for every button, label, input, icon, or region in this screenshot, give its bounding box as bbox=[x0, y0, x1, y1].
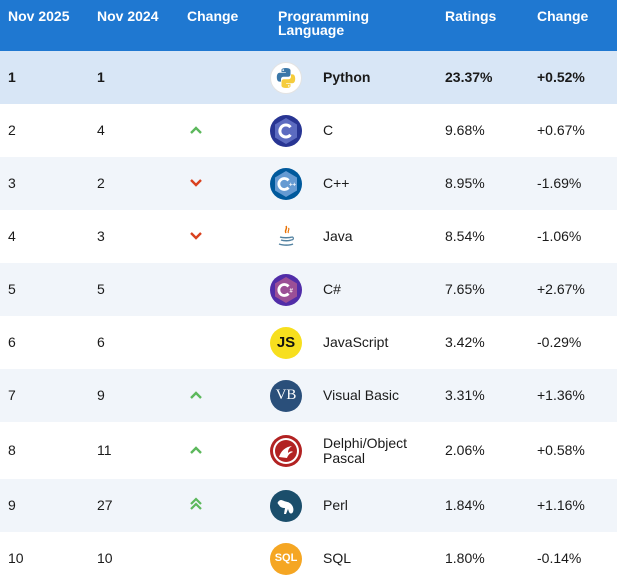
change-value: +0.52% bbox=[537, 69, 585, 85]
rank-2025: 6 bbox=[8, 334, 16, 350]
change-value: -1.69% bbox=[537, 175, 582, 191]
change-value: -0.29% bbox=[537, 334, 582, 350]
rank-2024: 5 bbox=[97, 281, 105, 297]
trend-cell bbox=[179, 51, 270, 104]
c-logo-icon bbox=[270, 114, 302, 147]
arrow-up-icon bbox=[189, 125, 203, 135]
table-row: 8 11 Delphi/Object Pascal 2.06% +0.58% bbox=[0, 422, 617, 479]
java-logo-icon bbox=[270, 220, 302, 253]
rank-2024: 2 bbox=[97, 175, 105, 191]
change-value: -0.14% bbox=[537, 550, 582, 566]
header-change[interactable]: Change bbox=[187, 8, 239, 24]
trend-cell bbox=[179, 532, 270, 585]
rank-2025: 9 bbox=[8, 497, 16, 513]
sql-logo-text: SQL bbox=[274, 552, 298, 564]
rank-2025: 5 bbox=[8, 281, 16, 297]
arrow-down-icon bbox=[189, 231, 203, 241]
table-row: 3 2 ++ C++ 8.95% -1.69% bbox=[0, 157, 617, 210]
header-nov-2024[interactable]: Nov 2024 bbox=[97, 8, 159, 24]
rank-2024: 6 bbox=[97, 334, 105, 350]
language-name[interactable]: C bbox=[323, 122, 334, 138]
header-change-percent[interactable]: Change bbox=[537, 8, 589, 24]
visual-basic-logo-icon: VB bbox=[270, 379, 302, 412]
rank-2024: 27 bbox=[97, 497, 113, 513]
change-value: +2.67% bbox=[537, 281, 585, 297]
change-value: -1.06% bbox=[537, 228, 582, 244]
header-ratings[interactable]: Ratings bbox=[445, 8, 497, 24]
rank-2025: 3 bbox=[8, 175, 16, 191]
javascript-logo-icon: JS bbox=[270, 326, 302, 359]
cpp-logo-icon: ++ bbox=[270, 167, 302, 200]
svg-text:++: ++ bbox=[289, 182, 297, 188]
rating-value: 7.65% bbox=[445, 281, 485, 297]
svg-text:#: # bbox=[290, 288, 294, 294]
rating-value: 8.95% bbox=[445, 175, 485, 191]
table-row: 2 4 C 9.68% +0.67% bbox=[0, 104, 617, 157]
trend-cell bbox=[179, 210, 270, 263]
csharp-logo-icon: # bbox=[270, 273, 302, 306]
table-row: 7 9 VB Visual Basic 3.31% +1.36% bbox=[0, 369, 617, 422]
rank-2025: 8 bbox=[8, 442, 16, 458]
rank-2025: 1 bbox=[8, 69, 16, 85]
table-row: 1 1 Python 23.37% +0.52% bbox=[0, 51, 617, 104]
rating-value: 23.37% bbox=[445, 69, 493, 85]
sql-logo-icon: SQL bbox=[270, 542, 302, 575]
rating-value: 8.54% bbox=[445, 228, 485, 244]
perl-logo-icon bbox=[270, 489, 302, 522]
visual-basic-logo-text: VB bbox=[275, 387, 297, 403]
language-name[interactable]: Perl bbox=[323, 497, 348, 513]
table-row: 6 6 JS JavaScript 3.42% -0.29% bbox=[0, 316, 617, 369]
trend-cell bbox=[179, 422, 270, 479]
rank-2024: 10 bbox=[97, 550, 113, 566]
arrow-up-icon bbox=[189, 390, 203, 400]
trend-cell bbox=[179, 157, 270, 210]
rating-value: 2.06% bbox=[445, 442, 485, 458]
rating-value: 1.80% bbox=[445, 550, 485, 566]
arrow-up-icon bbox=[189, 445, 203, 455]
rank-2025: 4 bbox=[8, 228, 16, 244]
table-row: 4 3 Java bbox=[0, 210, 617, 263]
language-name[interactable]: C# bbox=[323, 281, 341, 297]
trend-cell bbox=[179, 316, 270, 369]
rating-value: 9.68% bbox=[445, 122, 485, 138]
trend-cell bbox=[179, 369, 270, 422]
table-row: 5 5 # C# 7.65% +2.67% bbox=[0, 263, 617, 316]
table-row: 9 27 Perl 1.84% +1.16% bbox=[0, 479, 617, 532]
language-name[interactable]: Delphi/Object Pascal bbox=[323, 434, 408, 466]
rank-2024: 11 bbox=[97, 442, 112, 458]
javascript-logo-text: JS bbox=[276, 334, 296, 351]
rating-value: 1.84% bbox=[445, 497, 485, 513]
language-name[interactable]: Java bbox=[323, 228, 353, 244]
change-value: +1.36% bbox=[537, 387, 585, 403]
double-arrow-up-icon bbox=[189, 497, 203, 511]
language-name[interactable]: JavaScript bbox=[323, 334, 389, 350]
trend-cell bbox=[179, 104, 270, 157]
trend-cell bbox=[179, 263, 270, 316]
rank-2025: 10 bbox=[8, 550, 24, 566]
arrow-down-icon bbox=[189, 178, 203, 188]
rank-2025: 7 bbox=[8, 387, 16, 403]
language-name[interactable]: SQL bbox=[323, 550, 352, 566]
rank-2025: 2 bbox=[8, 122, 16, 138]
language-name[interactable]: C++ bbox=[323, 175, 350, 191]
header-nov-2025[interactable]: Nov 2025 bbox=[8, 8, 70, 24]
rank-2024: 1 bbox=[97, 69, 105, 85]
header-programming-language[interactable]: Programming Language bbox=[278, 8, 370, 38]
rank-2024: 9 bbox=[97, 387, 105, 403]
trend-cell bbox=[179, 479, 270, 532]
rating-value: 3.31% bbox=[445, 387, 485, 403]
table-header-row: Nov 2025 Nov 2024 Change Programming Lan… bbox=[0, 0, 617, 51]
rank-2024: 4 bbox=[97, 122, 105, 138]
change-value: +1.16% bbox=[537, 497, 585, 513]
rank-2024: 3 bbox=[97, 228, 105, 244]
language-name[interactable]: Python bbox=[323, 69, 371, 85]
rating-value: 3.42% bbox=[445, 334, 485, 350]
python-logo-icon bbox=[270, 61, 302, 94]
table-row: 10 10 SQL SQL 1.80% -0.14% bbox=[0, 532, 617, 585]
language-name[interactable]: Visual Basic bbox=[323, 387, 400, 403]
delphi-logo-icon bbox=[270, 434, 302, 467]
change-value: +0.58% bbox=[537, 442, 585, 458]
change-value: +0.67% bbox=[537, 122, 585, 138]
